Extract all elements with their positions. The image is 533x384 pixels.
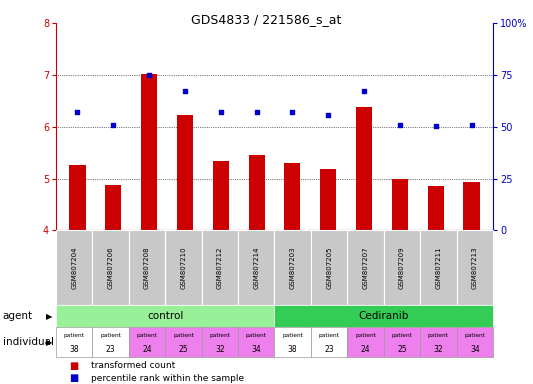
Point <box>395 122 404 128</box>
Text: patient: patient <box>319 333 340 338</box>
Bar <box>427 186 444 230</box>
Bar <box>177 115 193 230</box>
Text: 24: 24 <box>361 344 370 354</box>
Text: GSM807210: GSM807210 <box>181 247 187 289</box>
Text: GSM807208: GSM807208 <box>144 247 150 289</box>
Point <box>288 109 297 115</box>
Text: GSM807207: GSM807207 <box>362 247 368 289</box>
Bar <box>392 179 408 230</box>
Text: patient: patient <box>209 333 230 338</box>
Text: individual: individual <box>3 338 54 348</box>
Text: GSM807204: GSM807204 <box>71 247 77 289</box>
Text: patient: patient <box>246 333 266 338</box>
Bar <box>284 163 301 230</box>
Text: GSM807206: GSM807206 <box>108 247 114 289</box>
Text: 25: 25 <box>179 344 188 354</box>
Bar <box>248 155 265 230</box>
Bar <box>320 169 336 230</box>
Text: patient: patient <box>464 333 485 338</box>
Text: ■: ■ <box>69 361 78 371</box>
Text: patient: patient <box>392 333 413 338</box>
Text: GSM807205: GSM807205 <box>326 247 332 289</box>
Point <box>252 109 261 115</box>
Text: GSM807213: GSM807213 <box>472 247 478 289</box>
Text: ■: ■ <box>69 373 78 383</box>
Text: agent: agent <box>3 311 33 321</box>
Bar <box>141 74 157 230</box>
Text: percentile rank within the sample: percentile rank within the sample <box>91 374 244 383</box>
Bar <box>213 161 229 230</box>
Text: 23: 23 <box>106 344 116 354</box>
Bar <box>69 165 85 230</box>
Text: patient: patient <box>64 333 85 338</box>
Text: patient: patient <box>173 333 194 338</box>
Point <box>467 122 476 128</box>
Text: GSM807211: GSM807211 <box>435 247 441 289</box>
Text: transformed count: transformed count <box>91 361 175 370</box>
Text: 32: 32 <box>433 344 443 354</box>
Point <box>145 72 154 78</box>
Text: Cediranib: Cediranib <box>359 311 409 321</box>
Bar <box>356 107 372 230</box>
Point <box>360 88 368 94</box>
Text: 32: 32 <box>215 344 225 354</box>
Text: GSM807212: GSM807212 <box>217 247 223 289</box>
Text: GSM807209: GSM807209 <box>399 247 405 289</box>
Text: GSM807214: GSM807214 <box>253 247 259 289</box>
Text: 25: 25 <box>397 344 407 354</box>
Text: 38: 38 <box>288 344 297 354</box>
Text: GDS4833 / 221586_s_at: GDS4833 / 221586_s_at <box>191 13 342 26</box>
Bar <box>464 182 480 230</box>
Point <box>324 112 333 118</box>
Text: 34: 34 <box>252 344 261 354</box>
Text: ▶: ▶ <box>46 338 52 347</box>
Bar <box>105 185 122 230</box>
Point <box>109 122 118 128</box>
Text: 24: 24 <box>142 344 152 354</box>
Point <box>73 109 82 115</box>
Text: 34: 34 <box>470 344 480 354</box>
Text: patient: patient <box>428 333 449 338</box>
Point <box>216 109 225 115</box>
Text: 38: 38 <box>69 344 79 354</box>
Text: patient: patient <box>355 333 376 338</box>
Text: patient: patient <box>136 333 157 338</box>
Text: control: control <box>147 311 183 321</box>
Text: GSM807203: GSM807203 <box>290 247 296 289</box>
Text: patient: patient <box>100 333 121 338</box>
Point <box>181 88 189 94</box>
Text: 23: 23 <box>324 344 334 354</box>
Point <box>431 123 440 129</box>
Text: ▶: ▶ <box>46 312 52 321</box>
Text: patient: patient <box>282 333 303 338</box>
